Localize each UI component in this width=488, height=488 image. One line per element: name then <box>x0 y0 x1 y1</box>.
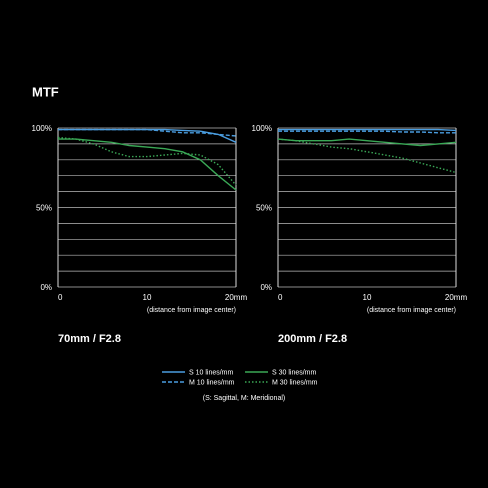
title: MTF <box>32 84 59 99</box>
y-tick-label: 50% <box>36 204 52 213</box>
series-line <box>278 128 457 132</box>
legend-label: M 30 lines/mm <box>272 379 318 386</box>
x-tick-label: 10 <box>363 293 372 302</box>
y-tick-label: 100% <box>32 124 52 133</box>
legend-note: (S: Sagittal, M: Meridional) <box>203 395 285 402</box>
y-tick-label: 0% <box>260 283 272 292</box>
series-line <box>58 128 237 143</box>
chart-subtitle: 70mm / F2.8 <box>58 333 121 345</box>
y-tick-label: 50% <box>256 204 272 213</box>
legend-label: S 30 lines/mm <box>272 369 317 376</box>
x-tick-label: 20mm <box>225 293 248 302</box>
x-tick-label: 0 <box>278 293 283 302</box>
series-line <box>57 136 237 186</box>
y-tick-label: 0% <box>40 283 52 292</box>
series-line <box>58 138 237 191</box>
chart-subtitle: 200mm / F2.8 <box>278 333 347 345</box>
x-tick-label: 20mm <box>445 293 468 302</box>
series-line <box>277 138 457 147</box>
series-line <box>277 138 457 174</box>
x-axis-label: (distance from image center) <box>367 307 456 314</box>
legend-label: S 10 lines/mm <box>189 369 234 376</box>
legend-label: M 10 lines/mm <box>189 379 235 386</box>
x-tick-label: 0 <box>58 293 63 302</box>
y-tick-label: 100% <box>252 124 272 133</box>
x-tick-label: 10 <box>143 293 152 302</box>
x-axis-label: (distance from image center) <box>147 307 236 314</box>
